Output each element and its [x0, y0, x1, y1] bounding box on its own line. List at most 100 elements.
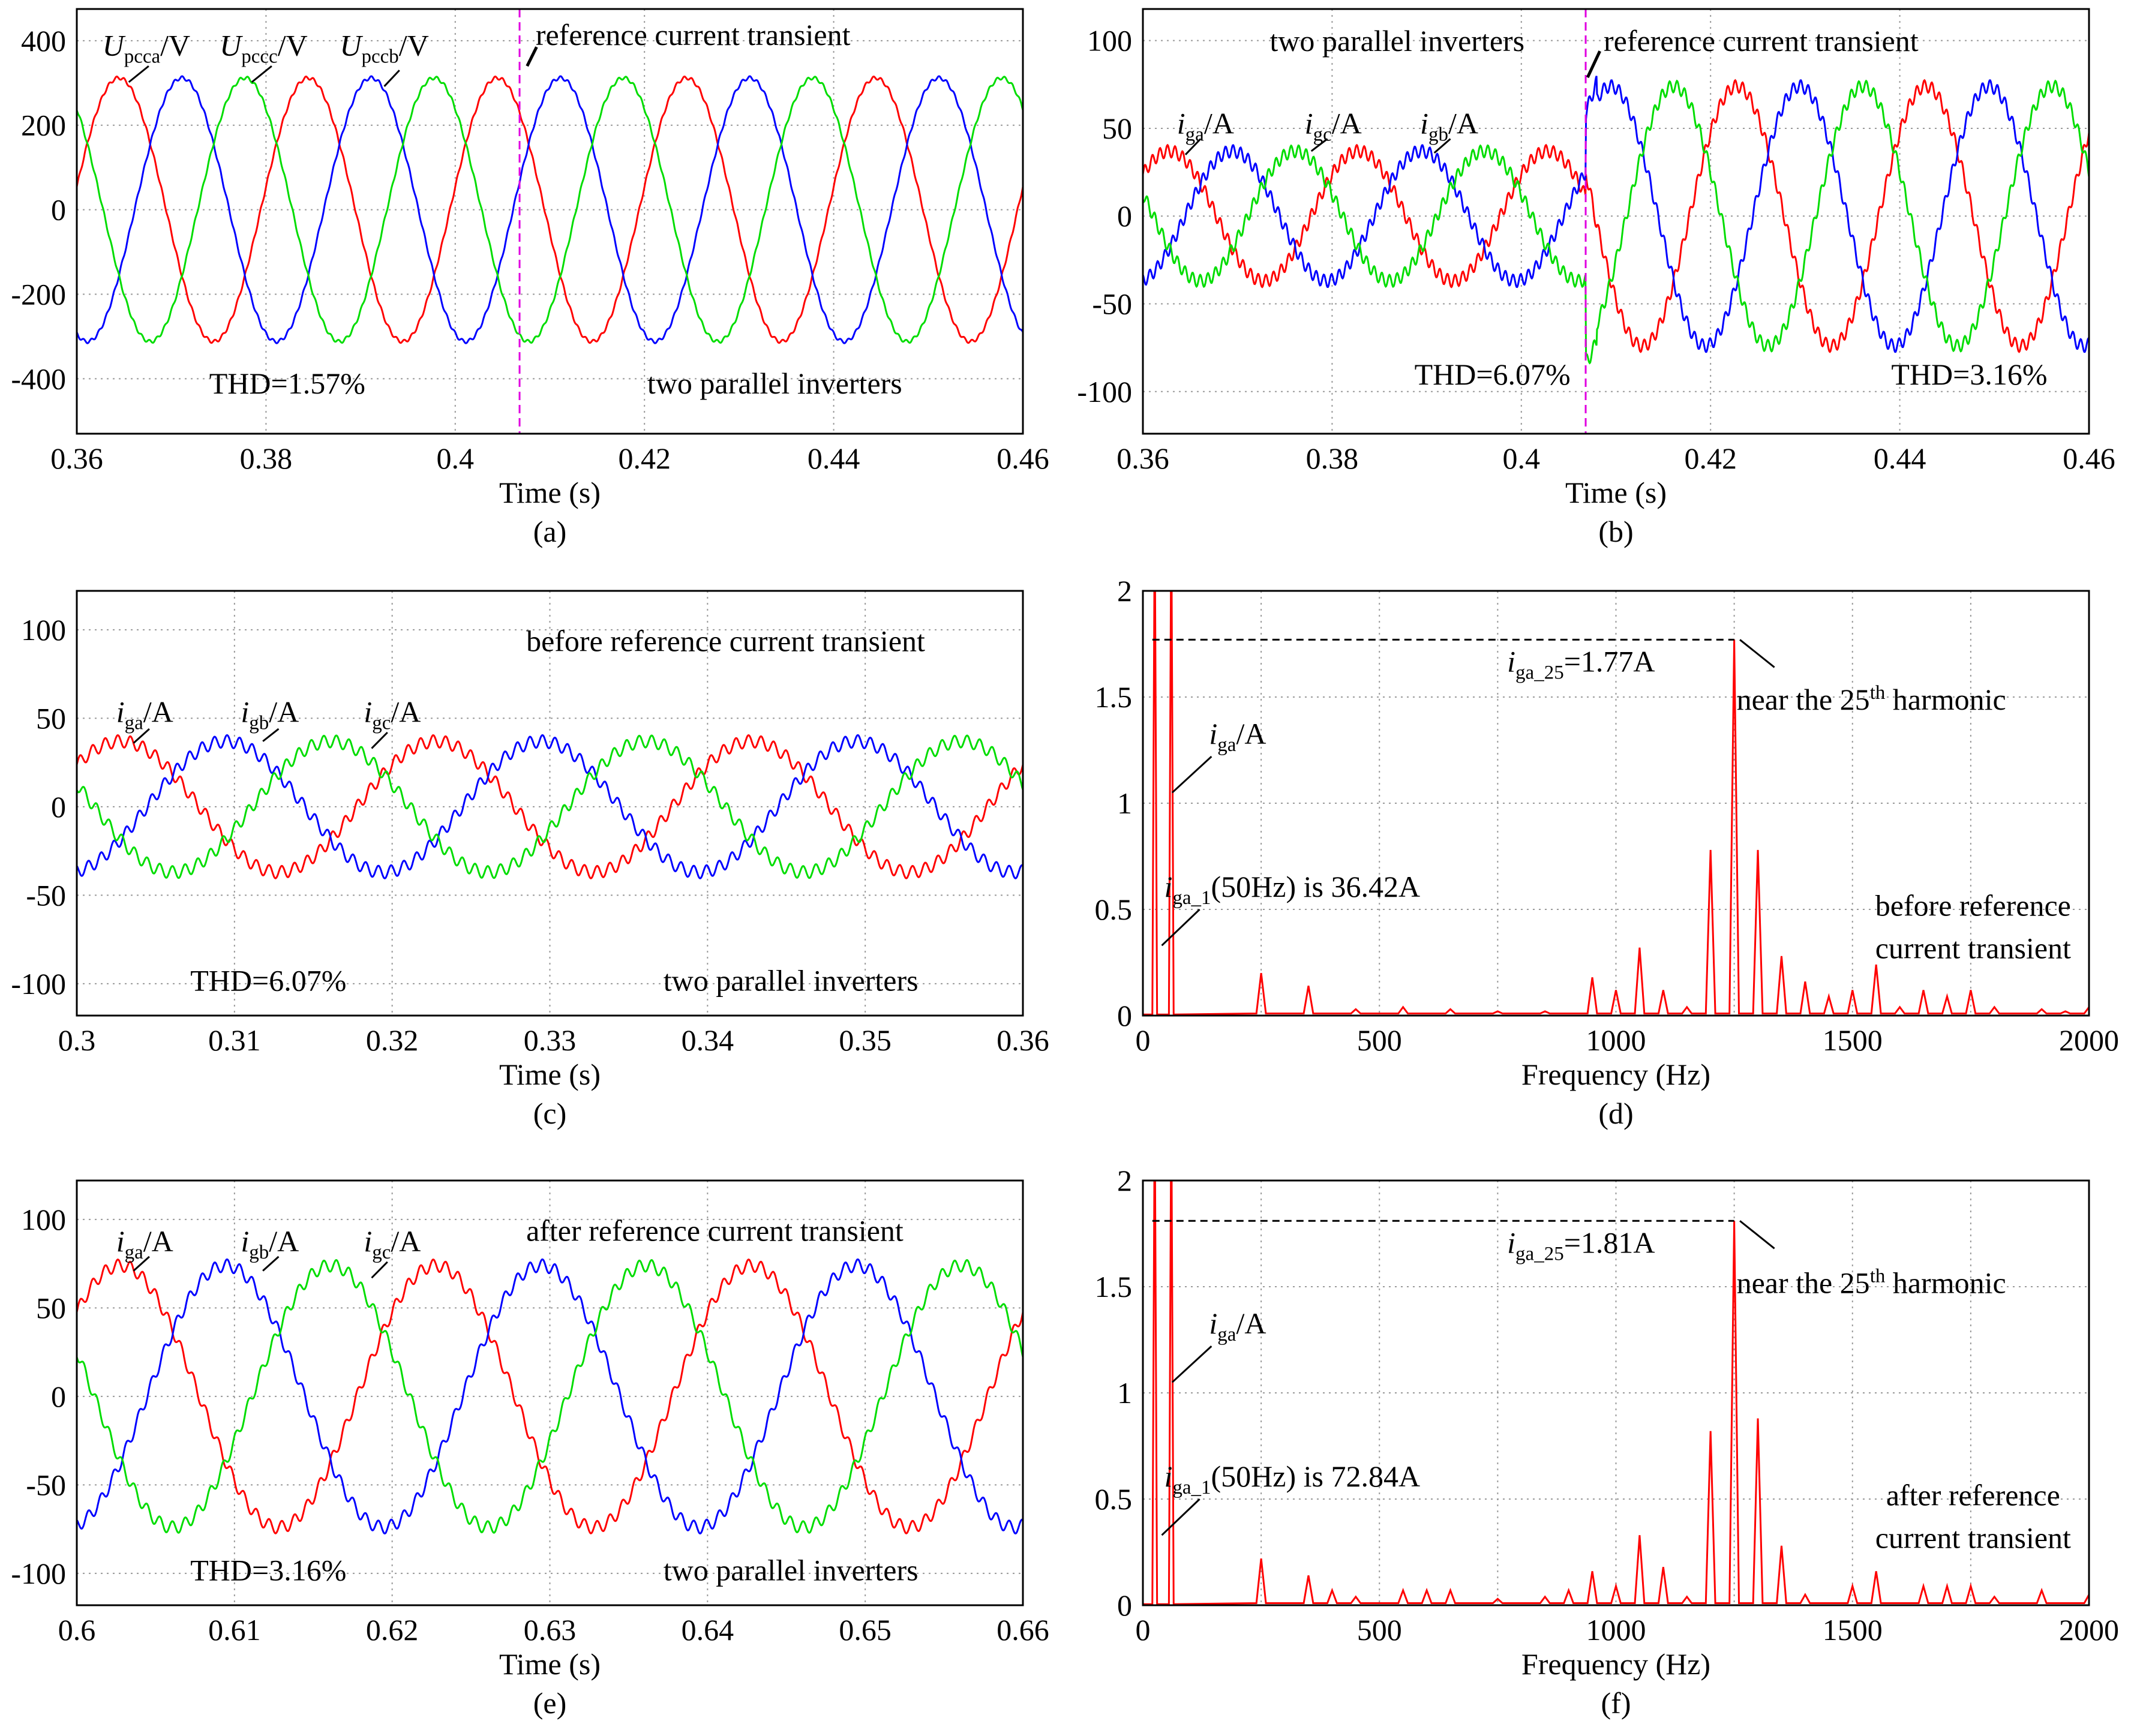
annotation: reference current transient	[536, 18, 851, 52]
harmonic-value-label: iga_25=1.77A	[1507, 645, 1655, 684]
series-line-u-pcca-v	[77, 76, 1023, 344]
annotation-pointer	[526, 46, 538, 67]
plot-frame	[76, 8, 1024, 435]
plot-content	[1143, 1181, 2089, 1605]
harmonic-order-label: near the 25th harmonic	[1737, 682, 2006, 716]
x-tick-label: 0.42	[618, 441, 671, 475]
series-line-i-gb-a	[77, 1258, 1023, 1534]
y-tick-label: -100	[1077, 375, 1132, 409]
panel-caption: (f)	[1601, 1686, 1631, 1720]
x-tick-label: 0.36	[1116, 441, 1169, 475]
annotation: THD=6.07%	[1415, 358, 1571, 391]
x-axis-label: Frequency (Hz)	[1521, 1058, 1710, 1091]
annotation: current transient	[1875, 931, 2071, 965]
x-tick-label: 0.3	[58, 1023, 96, 1057]
y-tick-label: 100	[21, 1203, 66, 1236]
label-leader-line	[371, 731, 388, 749]
series-label: iga/A	[1209, 717, 1266, 756]
label-leader-line	[262, 1256, 280, 1272]
x-tick-label: 0.44	[808, 441, 860, 475]
x-tick-label: 2000	[2059, 1023, 2119, 1057]
series-label: iga_1(50Hz) is 72.84A	[1164, 1459, 1420, 1498]
panel-b: 0.36 0.38 0.4 0.42 0.44 0.46 -100 -50 0 50 100 Time…	[1077, 8, 2115, 548]
y-tick-label: 1.5	[1095, 1270, 1133, 1303]
series-line-i-gb-a	[1143, 76, 2089, 353]
x-tick-label: 1500	[1823, 1613, 1883, 1647]
x-tick-label: 0	[1136, 1613, 1151, 1647]
y-tick-label: -50	[26, 1468, 66, 1501]
x-axis-label: Time (s)	[1565, 476, 1667, 509]
x-tick-label: 0.33	[524, 1023, 577, 1057]
label-leader-line	[128, 65, 149, 83]
y-tick-label: 200	[21, 109, 66, 142]
x-tick-label: 0.4	[1503, 441, 1541, 475]
panel-caption: (e)	[533, 1686, 567, 1720]
label-leader-line	[1171, 756, 1212, 794]
label-leader-line	[1433, 138, 1451, 154]
annotation: before reference current transient	[526, 624, 925, 657]
x-tick-label: 0.31	[208, 1023, 261, 1057]
y-tick-label: 0	[1117, 199, 1132, 233]
panel-caption: (d)	[1598, 1097, 1633, 1130]
y-tick-label: 0.5	[1095, 893, 1133, 926]
plot-content	[1143, 76, 2089, 365]
label-leader-line	[1161, 908, 1200, 947]
x-axis-label: Time (s)	[499, 476, 601, 509]
x-tick-label: 0.64	[682, 1613, 734, 1647]
x-tick-label: 1000	[1586, 1023, 1646, 1057]
spectrum-line	[1143, 591, 2089, 1016]
y-tick-label: 50	[1102, 112, 1132, 145]
series-label: Upcca/V	[103, 28, 191, 67]
x-tick-label: 0.4	[437, 441, 475, 475]
label-leader-line	[1161, 1498, 1200, 1536]
series-label: iga/A	[1177, 107, 1234, 146]
annotation: THD=1.57%	[209, 367, 365, 400]
harmonic-leader-line	[1739, 639, 1775, 668]
series-label: igb/A	[241, 695, 299, 734]
series-line-i-gc-a	[77, 1259, 1023, 1534]
label-leader-line	[1171, 1345, 1212, 1383]
series-label: Upccc/V	[220, 28, 308, 67]
plot-frame	[1142, 1179, 2090, 1606]
x-tick-label: 0.62	[366, 1613, 419, 1647]
y-tick-label: 0	[51, 1380, 66, 1413]
x-tick-label: 1000	[1586, 1613, 1646, 1647]
x-tick-label: 0.36	[50, 441, 103, 475]
y-tick-label: -400	[11, 362, 66, 395]
series-label: igb/A	[241, 1224, 299, 1263]
series-label: igb/A	[1420, 107, 1478, 146]
series-line-i-ga-a	[77, 734, 1023, 879]
series-label: igc/A	[364, 1224, 421, 1263]
annotation: current transient	[1875, 1521, 2071, 1554]
y-tick-label: 2	[1117, 1164, 1132, 1197]
label-leader-line	[383, 70, 400, 87]
annotation: THD=3.16%	[1891, 358, 2047, 391]
panel-caption: (a)	[533, 515, 567, 548]
label-leader-line	[133, 1256, 150, 1272]
y-tick-label: 1	[1117, 786, 1132, 820]
annotation-pointer	[1586, 50, 1601, 79]
panel-d: 0 500 1000 1500 2000 0 0.5 1 1.5 2 Frequency (Hz) (…	[1095, 574, 2120, 1130]
x-tick-label: 0.38	[240, 441, 293, 475]
annotation: two parallel inverters	[647, 367, 902, 400]
annotation: reference current transient	[1604, 24, 1919, 58]
x-axis-label: Time (s)	[499, 1647, 601, 1681]
label-leader-line	[1184, 138, 1202, 155]
panel-c: 0.3 0.31 0.32 0.33 0.34 0.35 0.36 -100 -50 0 50 100…	[11, 590, 1049, 1130]
y-tick-label: 0	[1117, 999, 1132, 1032]
series-line-i-gb-a	[77, 734, 1023, 879]
plot-content	[77, 1258, 1023, 1534]
series-line-i-ga-a	[77, 1258, 1023, 1534]
series-label: Upccb/V	[340, 28, 428, 67]
x-axis-label: Time (s)	[499, 1058, 601, 1091]
y-tick-label: 100	[21, 613, 66, 647]
x-tick-label: 0.46	[2063, 441, 2115, 475]
label-leader-line	[262, 728, 280, 742]
x-tick-label: 0.35	[839, 1023, 892, 1057]
x-tick-label: 0.65	[839, 1613, 892, 1647]
y-tick-label: -100	[11, 967, 66, 1001]
plot-frame	[76, 590, 1024, 1017]
y-tick-label: 50	[36, 1291, 66, 1324]
harmonic-order-label: near the 25th harmonic	[1737, 1266, 2006, 1300]
x-tick-label: 0.44	[1874, 441, 1926, 475]
